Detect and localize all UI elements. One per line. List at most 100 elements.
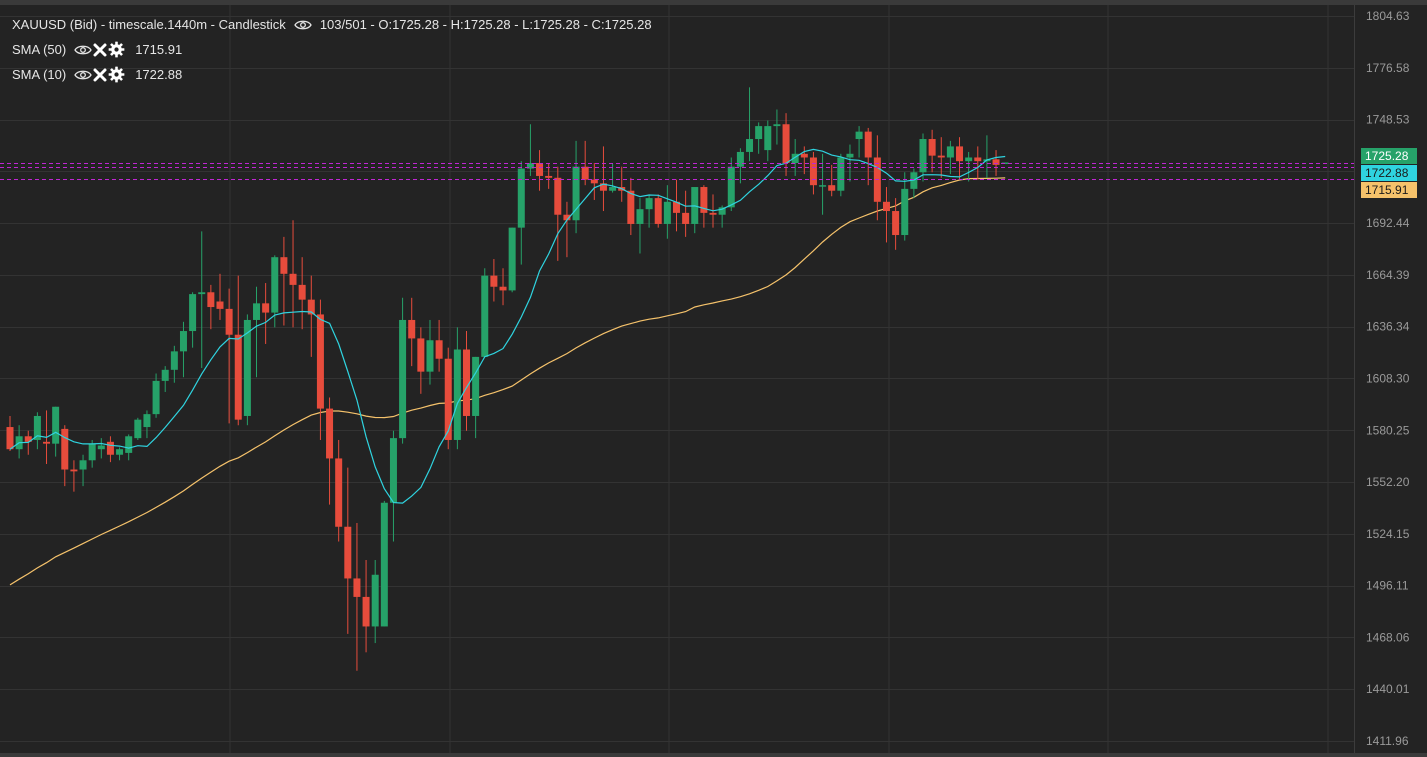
candle-body bbox=[882, 201, 890, 212]
candle bbox=[106, 436, 114, 463]
candle-body bbox=[609, 187, 617, 191]
price-tick-label: 1664.39 bbox=[1366, 268, 1410, 282]
price-tick-label: 1748.53 bbox=[1366, 113, 1410, 127]
eye-icon[interactable] bbox=[74, 44, 92, 56]
price-axis[interactable]: 1804.631776.581748.531720.471692.441664.… bbox=[1354, 5, 1427, 753]
candle-body bbox=[207, 292, 215, 308]
eye-icon[interactable] bbox=[294, 19, 312, 31]
price-tag: 1725.28 bbox=[1361, 148, 1417, 164]
close-icon[interactable] bbox=[92, 42, 108, 58]
price-tick-label: 1776.58 bbox=[1366, 61, 1410, 75]
gear-icon[interactable] bbox=[108, 41, 125, 58]
candle bbox=[746, 87, 754, 162]
candle bbox=[344, 467, 352, 634]
candle-body bbox=[517, 168, 525, 228]
price-tags: 1725.28 1722.88 1715.91 bbox=[1361, 148, 1417, 198]
candle-body bbox=[965, 157, 973, 162]
candle-body bbox=[581, 166, 589, 180]
gear-icon[interactable] bbox=[108, 66, 125, 83]
candle bbox=[463, 331, 470, 431]
candle-body bbox=[846, 153, 854, 158]
candle bbox=[901, 172, 909, 241]
indicator-label: SMA (50) bbox=[12, 42, 67, 57]
price-tick-label: 1636.34 bbox=[1366, 320, 1410, 334]
candle-body bbox=[170, 351, 178, 370]
indicator-value: 1715.91 bbox=[135, 42, 183, 57]
candle bbox=[892, 198, 900, 250]
candle bbox=[6, 415, 14, 452]
candle bbox=[727, 157, 735, 212]
candle-body bbox=[179, 331, 187, 352]
candle-body bbox=[225, 308, 233, 335]
candle bbox=[536, 150, 544, 191]
chart-title: XAUUSD (Bid) - timescale.1440m - Candles… bbox=[12, 17, 286, 32]
candle-body bbox=[417, 338, 425, 372]
candle-body bbox=[271, 257, 279, 313]
candle-body bbox=[134, 419, 142, 439]
candle bbox=[253, 286, 261, 378]
candle bbox=[417, 327, 425, 394]
candle-body bbox=[344, 526, 352, 579]
candle-body bbox=[52, 406, 60, 444]
sma-10-line-group bbox=[9, 148, 1006, 504]
candle-body bbox=[143, 414, 151, 428]
candle-body bbox=[463, 349, 470, 416]
candle-body bbox=[116, 449, 124, 455]
candle-body bbox=[453, 349, 461, 440]
candle bbox=[216, 273, 224, 320]
candle bbox=[828, 164, 836, 197]
candle bbox=[116, 447, 124, 461]
candle bbox=[654, 194, 662, 228]
candle bbox=[152, 373, 160, 418]
candle bbox=[873, 135, 881, 221]
candle-body bbox=[298, 284, 306, 300]
candle-body bbox=[289, 273, 297, 285]
candle-body bbox=[554, 177, 562, 215]
candle bbox=[645, 194, 653, 228]
close-icon[interactable] bbox=[92, 67, 108, 83]
price-tick-label: 1608.30 bbox=[1366, 371, 1410, 385]
candle-body bbox=[106, 441, 114, 455]
eye-icon[interactable] bbox=[74, 69, 92, 81]
candle bbox=[490, 259, 498, 302]
candle-body bbox=[362, 596, 370, 627]
candle-body bbox=[599, 183, 607, 191]
top-border bbox=[0, 0, 1427, 5]
candle bbox=[764, 120, 772, 162]
candle bbox=[974, 146, 982, 180]
price-tag: 1715.91 bbox=[1361, 182, 1417, 198]
candle-body bbox=[189, 294, 197, 332]
candle-body bbox=[727, 166, 735, 208]
candle-body bbox=[234, 334, 242, 420]
candle-body bbox=[892, 211, 900, 236]
candles bbox=[6, 87, 1009, 671]
candle-body bbox=[216, 301, 224, 309]
candle bbox=[408, 297, 416, 367]
candle-body bbox=[809, 157, 817, 186]
candle-body bbox=[736, 151, 744, 167]
candle-body bbox=[490, 275, 498, 287]
candle bbox=[189, 292, 197, 348]
candle-body bbox=[672, 201, 680, 213]
candle-body bbox=[782, 124, 790, 164]
price-tick-label: 1440.01 bbox=[1366, 682, 1410, 696]
candle bbox=[773, 109, 781, 145]
sma-10-line bbox=[9, 148, 1006, 504]
candle-body bbox=[791, 153, 799, 164]
candle bbox=[316, 299, 324, 440]
price-tag-label: 1722.88 bbox=[1365, 166, 1409, 180]
candle-body bbox=[380, 502, 388, 627]
candle bbox=[435, 319, 443, 372]
candle-body bbox=[79, 460, 87, 470]
candle bbox=[307, 275, 315, 357]
price-tag-label: 1715.91 bbox=[1365, 183, 1409, 197]
candle bbox=[88, 439, 96, 468]
candle bbox=[79, 454, 87, 487]
candle bbox=[581, 140, 589, 186]
candle bbox=[362, 559, 370, 653]
candle-body bbox=[590, 179, 598, 184]
candle-body bbox=[663, 201, 671, 224]
candle bbox=[298, 257, 306, 330]
